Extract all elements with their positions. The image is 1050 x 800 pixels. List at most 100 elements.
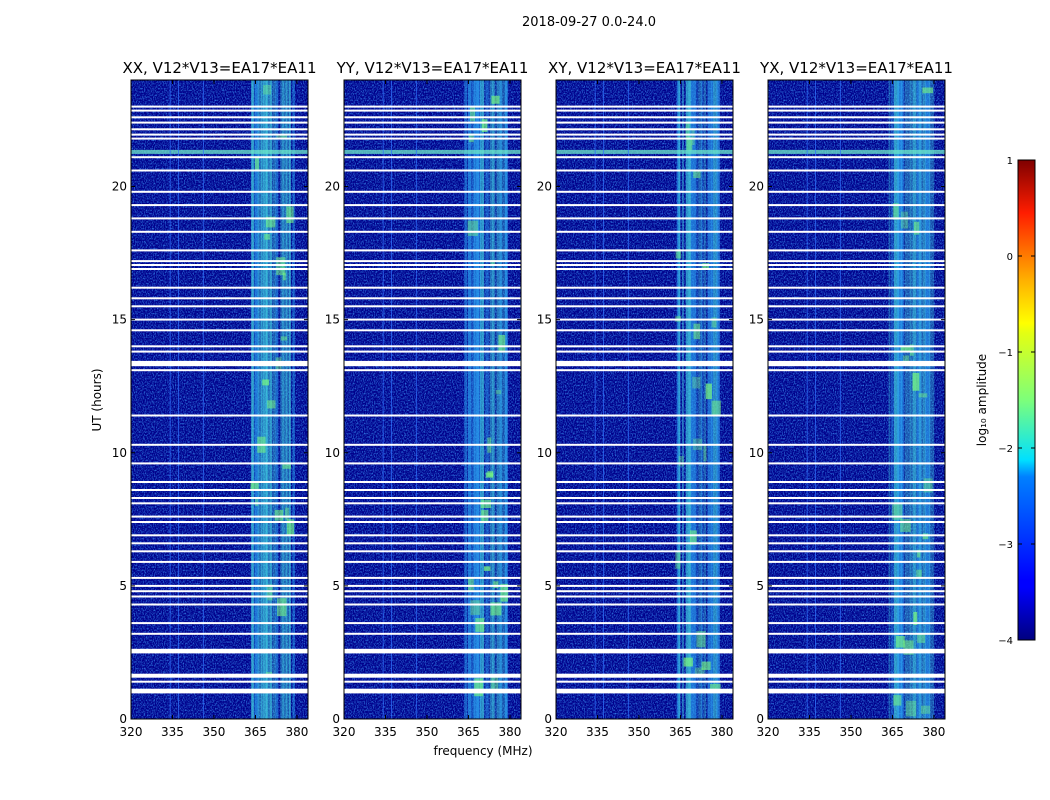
rfi-patch xyxy=(705,383,712,400)
flagged-block xyxy=(131,649,308,653)
flagged-row xyxy=(556,156,733,159)
rfi-patch xyxy=(277,598,287,617)
rfi-vertical-line xyxy=(391,80,392,719)
flagged-row xyxy=(768,345,945,348)
flagged-row xyxy=(344,534,521,537)
x-tick-label: 335 xyxy=(586,725,609,739)
rfi-column xyxy=(929,80,935,719)
rfi-column xyxy=(265,80,270,719)
flagged-row xyxy=(131,632,308,635)
flagged-row xyxy=(344,576,521,579)
flagged-row xyxy=(131,318,308,321)
flagged-row xyxy=(131,121,308,124)
rfi-patch xyxy=(498,335,506,353)
flagged-row xyxy=(131,560,308,563)
flagged-row xyxy=(768,590,945,593)
flagged-block xyxy=(768,673,945,678)
flagged-row xyxy=(344,190,521,193)
rfi-vertical-line xyxy=(169,80,171,719)
rfi-column xyxy=(275,80,279,719)
x-tick-label: 380 xyxy=(710,725,733,739)
flagged-row xyxy=(344,105,521,108)
flagged-row xyxy=(556,249,733,252)
flagged-row xyxy=(768,169,945,172)
x-tick-label: 365 xyxy=(669,725,692,739)
colorbar-tick-label: 0 xyxy=(1007,252,1013,263)
rfi-column xyxy=(467,80,471,719)
panel-title: XY, V12*V13=EA17*EA11 xyxy=(548,59,741,77)
rfi-patch xyxy=(675,552,681,569)
rfi-patch xyxy=(921,705,931,714)
flagged-row xyxy=(131,128,308,131)
flagged-row xyxy=(131,584,308,587)
rfi-patch xyxy=(701,661,711,670)
rfi-column xyxy=(904,80,908,719)
rfi-column xyxy=(476,80,481,719)
rfi-column xyxy=(682,80,684,719)
rfi-column xyxy=(707,80,713,719)
flagged-row xyxy=(344,264,521,266)
flagged-row xyxy=(131,542,308,545)
rfi-column xyxy=(492,80,496,719)
flagged-row xyxy=(344,502,521,505)
colorbar-label: log₁₀ amplitude xyxy=(975,354,989,446)
flagged-row xyxy=(768,550,945,553)
flagged-row xyxy=(768,632,945,635)
flagged-row xyxy=(344,414,521,417)
y-tick-label: 15 xyxy=(325,313,340,327)
panel-frame xyxy=(130,79,309,720)
flagged-row xyxy=(556,560,733,563)
rfi-patch xyxy=(916,569,922,579)
flagged-row xyxy=(131,133,308,136)
flagged-row xyxy=(768,489,945,491)
rfi-patch xyxy=(262,379,269,386)
rfi-column xyxy=(678,80,681,719)
flagged-row xyxy=(768,497,945,499)
flagged-row xyxy=(768,105,945,108)
flagged-row xyxy=(344,481,521,483)
rfi-column xyxy=(888,80,891,719)
flagged-row xyxy=(556,350,733,353)
flagged-row xyxy=(131,190,308,193)
colorbar-tick-label: −2 xyxy=(998,444,1013,455)
flagged-row xyxy=(556,632,733,635)
flagged-row xyxy=(556,217,733,220)
rfi-patch xyxy=(250,481,259,491)
flagged-row xyxy=(556,305,733,308)
flagged-row xyxy=(131,481,308,483)
rfi-patch xyxy=(254,156,259,172)
flagged-row xyxy=(556,105,733,108)
rfi-column xyxy=(703,80,707,719)
flagged-row xyxy=(344,268,521,270)
rfi-column xyxy=(272,80,277,719)
flagged-row xyxy=(344,443,521,446)
rfi-patch xyxy=(693,169,701,178)
rfi-patch xyxy=(685,122,690,139)
panel-frame xyxy=(767,79,946,720)
flagged-row xyxy=(344,462,521,465)
rfi-vertical-line xyxy=(815,80,816,719)
flagged-block xyxy=(768,689,945,693)
rfi-patch xyxy=(903,640,914,655)
rfi-patch xyxy=(481,119,488,132)
rfi-patch xyxy=(255,498,258,507)
flagged-row xyxy=(768,268,945,270)
flagged-row xyxy=(768,350,945,353)
flagged-row xyxy=(131,156,308,159)
flagged-row xyxy=(556,204,733,207)
rfi-column xyxy=(496,80,502,719)
flagged-row xyxy=(556,502,733,505)
rfi-patch xyxy=(703,444,707,462)
y-tick-label: 20 xyxy=(112,180,127,194)
flagged-row xyxy=(344,217,521,220)
flagged-row xyxy=(768,502,945,505)
flagged-row xyxy=(556,329,733,332)
flagged-block xyxy=(768,360,945,367)
flagged-row xyxy=(344,550,521,553)
flagged-row xyxy=(556,595,733,598)
flagged-row xyxy=(131,414,308,417)
flagged-row xyxy=(131,116,308,119)
rfi-patch xyxy=(267,584,273,601)
flagged-row xyxy=(131,204,308,207)
rfi-patch xyxy=(285,507,289,520)
